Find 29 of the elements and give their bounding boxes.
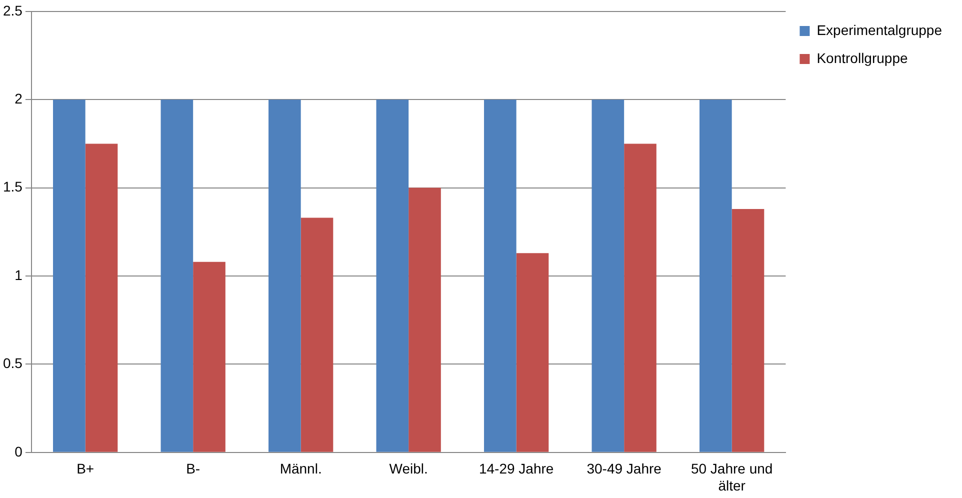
x-tick-label: 50 Jahre und älter	[690, 460, 773, 494]
legend-label: Kontrollgruppe	[816, 50, 908, 66]
bar	[408, 188, 441, 452]
bar	[85, 144, 118, 452]
bar	[268, 100, 301, 452]
y-tick-label: 1	[14, 266, 23, 283]
x-tick-label: 30-49 Jahre	[586, 460, 662, 477]
x-tick-label: 14-29 Jahre	[478, 460, 554, 477]
bar	[160, 100, 194, 452]
y-tick-label: 2	[14, 90, 23, 106]
bar	[516, 253, 549, 452]
bar	[193, 262, 226, 452]
y-tick-label: 0	[14, 443, 23, 460]
bar	[592, 100, 624, 452]
bar	[624, 144, 656, 452]
bar	[376, 100, 409, 452]
bar	[53, 100, 86, 452]
y-tick-label: 2.5	[2, 2, 23, 18]
bar	[484, 100, 516, 452]
x-tick-label: Weibl.	[389, 460, 428, 477]
bar	[300, 218, 334, 452]
x-tick-label: Männl.	[280, 460, 322, 477]
y-tick-label: 0.5	[2, 355, 23, 372]
bar	[700, 100, 732, 452]
bar	[732, 208, 764, 452]
x-tick-label: B+	[76, 460, 94, 477]
legend-label: Experimentalgruppe	[816, 22, 942, 38]
x-tick-label: B-	[186, 460, 200, 477]
y-tick-label: 1.5	[2, 178, 23, 195]
